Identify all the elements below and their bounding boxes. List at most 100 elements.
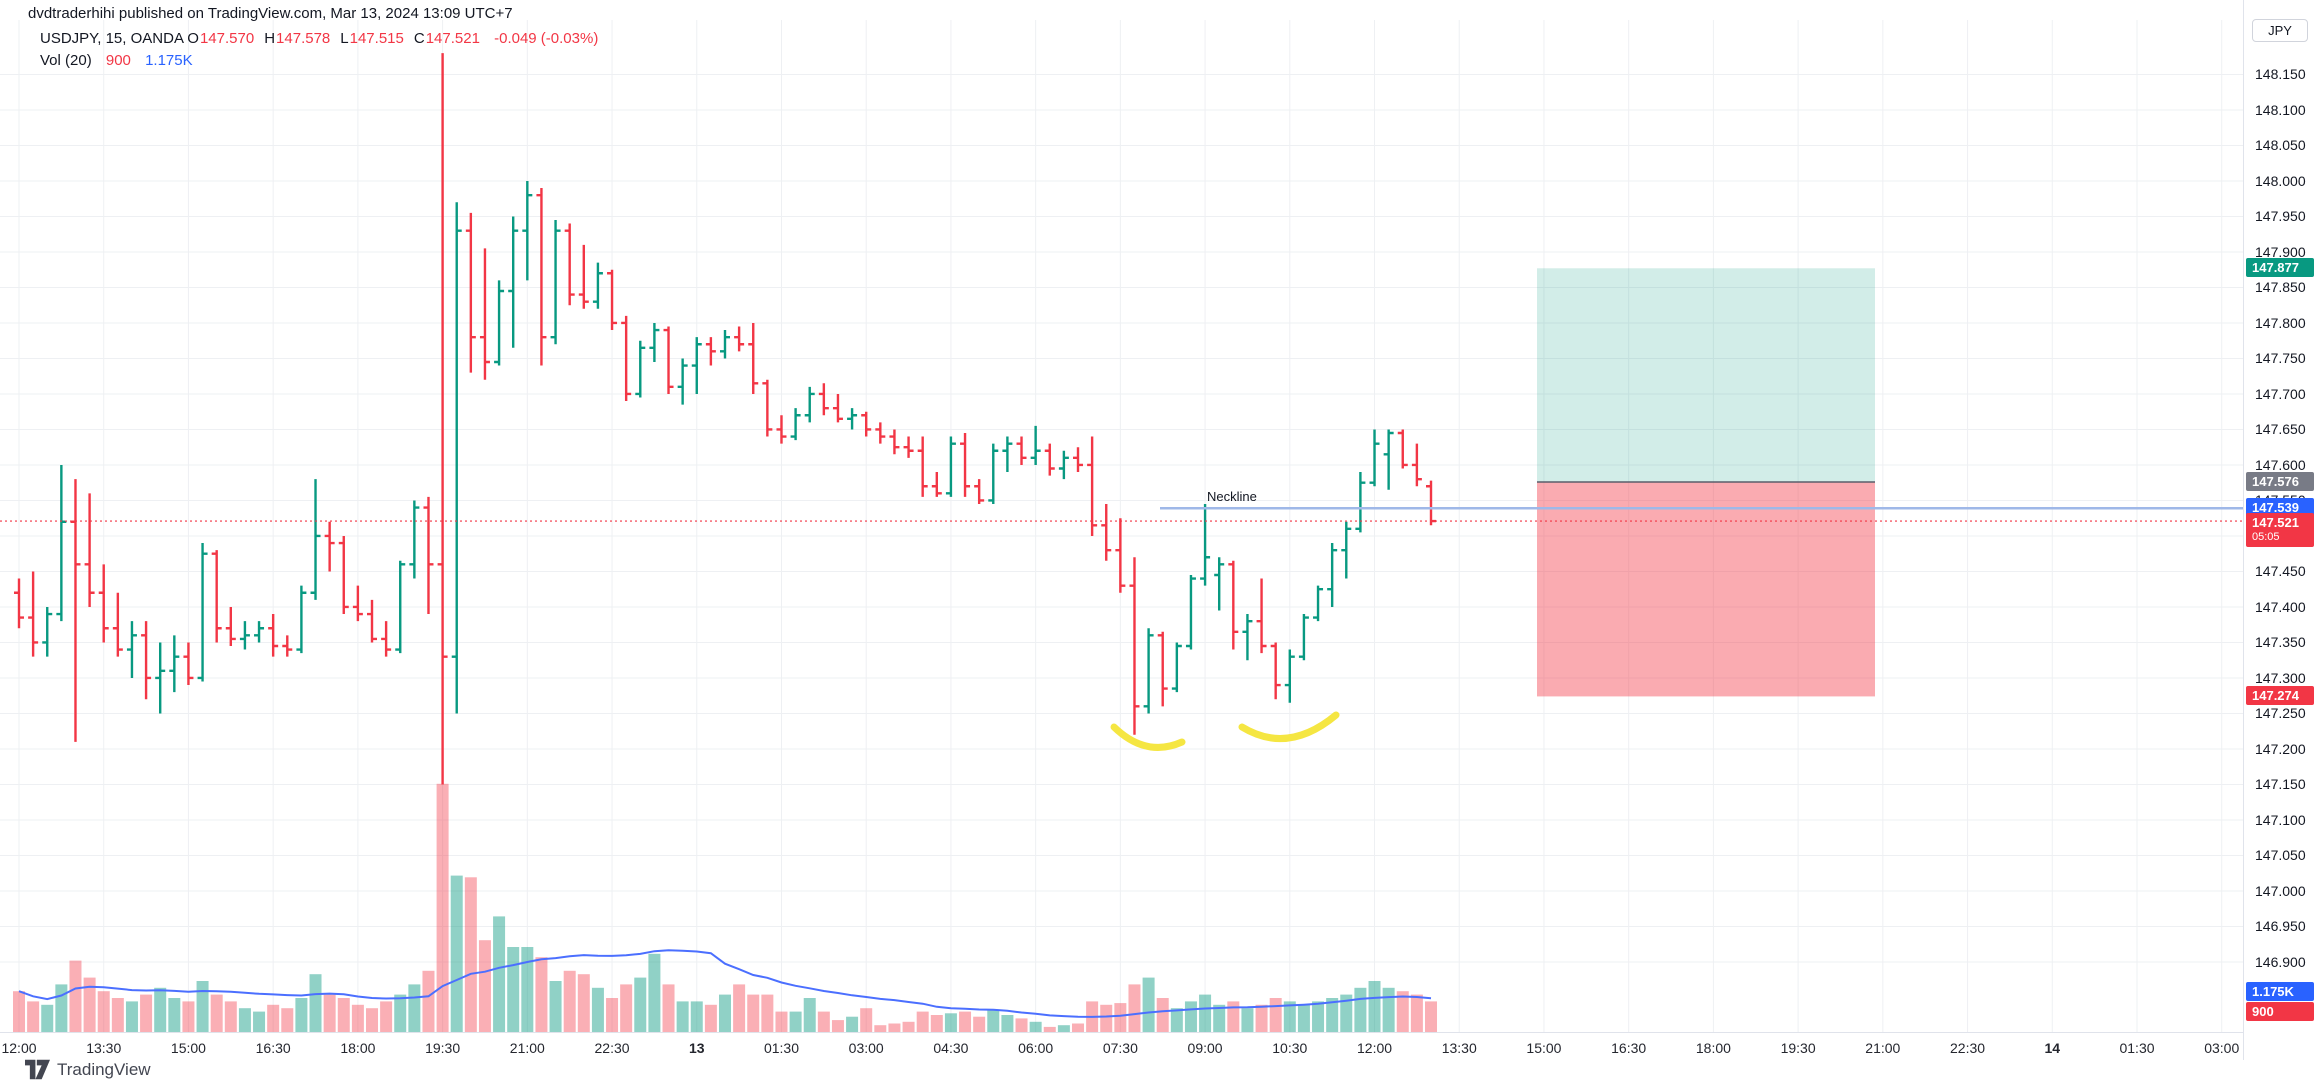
tradingview-logo[interactable]: TradingView — [25, 1059, 151, 1080]
volume-bar — [704, 1004, 717, 1032]
volume-bar — [69, 960, 82, 1032]
volume-bar — [1072, 1023, 1084, 1032]
time-tick-label-date: 14 — [2044, 1040, 2061, 1056]
price-axis[interactable]: JPY 148.150 148.100 148.050 148.000 147.950 1… — [2243, 0, 2315, 1060]
volume-bar — [464, 877, 477, 1032]
volume-bar — [1057, 1025, 1070, 1032]
ohlc-bar — [14, 578, 24, 629]
price-tick-label: 146.900 — [2255, 953, 2306, 970]
double-bottom-arc[interactable] — [1238, 711, 1340, 742]
time-tick-label: 18:00 — [1695, 1040, 1731, 1056]
currency-toggle-button[interactable]: JPY — [2252, 19, 2308, 42]
volume-bar — [450, 875, 463, 1032]
volume-bar — [1396, 991, 1409, 1032]
ohlc-bar — [268, 614, 279, 657]
volume-bar — [1114, 1003, 1127, 1032]
price-tick-label: 148.150 — [2255, 66, 2306, 83]
ohlc-bar — [607, 269, 618, 331]
position-tool-profit-zone[interactable] — [1537, 268, 1875, 482]
ohlc-bar — [381, 621, 392, 657]
ohlc-l: L147.515 — [340, 30, 404, 47]
ohlc-bar — [84, 493, 95, 607]
volume-bar — [351, 1004, 364, 1032]
ohlc-bar — [239, 621, 250, 650]
volume-bar — [408, 984, 421, 1032]
time-tick-label: 19:30 — [1780, 1040, 1816, 1056]
ohlc-bar — [522, 180, 533, 281]
price-tick-label: 147.650 — [2255, 421, 2306, 438]
volume-bar — [1001, 1015, 1014, 1032]
ohlc-bar — [578, 244, 589, 309]
time-axis[interactable]: 12:00 13:30 15:00 16:30 18:00 19:30 21:00 22:30… — [0, 1032, 2243, 1061]
ohlc-bar — [1200, 504, 1211, 586]
volume-bar — [1213, 1004, 1226, 1032]
ohlc-o: O147.570 — [187, 30, 255, 47]
time-tick-label: 16:30 — [1611, 1040, 1647, 1056]
price-tick-label: 147.600 — [2255, 456, 2306, 473]
ohlc-bar — [494, 280, 505, 366]
volume-bar — [761, 994, 774, 1032]
price-tick-label: 147.850 — [2255, 279, 2306, 296]
ohlc-bar — [663, 326, 674, 394]
volume-bar — [422, 970, 435, 1032]
ohlc-bar — [367, 599, 377, 643]
ohlc-bar — [649, 322, 660, 363]
volume-bar — [267, 1004, 280, 1032]
ohlc-bar — [734, 326, 745, 352]
ohlc-bar — [1115, 518, 1126, 593]
volume-bar — [154, 987, 167, 1032]
time-tick-label: 10:30 — [1272, 1040, 1308, 1056]
volume-bar — [309, 974, 322, 1032]
price-tick-label: 147.900 — [2255, 243, 2306, 260]
ohlc-bar — [28, 571, 39, 657]
time-tick-label: 01:30 — [2119, 1040, 2155, 1056]
neckline-annotation-label[interactable]: Neckline — [1207, 489, 1257, 504]
ohlc-bar — [1044, 443, 1055, 476]
ohlc-bar — [1369, 429, 1380, 487]
volume-bar — [775, 1011, 788, 1032]
volume-bar — [27, 1001, 40, 1032]
ohlc-bar — [479, 248, 490, 380]
volume-bar — [973, 1016, 986, 1032]
position-tool-loss-zone[interactable] — [1537, 482, 1875, 697]
ohlc-bar — [126, 621, 137, 678]
ohlc-bar — [1058, 450, 1069, 480]
ohlc-bar — [861, 411, 872, 437]
ohlc-bar — [508, 216, 519, 348]
price-change: -0.049 (-0.03%) — [494, 30, 599, 47]
volume-bar — [1297, 1004, 1310, 1032]
ohlc-bar — [945, 436, 956, 497]
volume-bar — [238, 1008, 251, 1032]
ohlc-bar — [1171, 642, 1182, 693]
volume-legend[interactable]: Vol (20) 900 1.175K — [40, 52, 193, 69]
volume-bar — [634, 977, 647, 1032]
ohlc-c: C147.521 — [413, 30, 480, 47]
ohlc-bar — [1016, 436, 1027, 465]
volume-bar — [577, 974, 590, 1032]
price-tick-label: 147.050 — [2255, 847, 2306, 864]
ohlc-bar — [254, 621, 265, 643]
symbol-legend[interactable]: USDJPY, 15, OANDA O147.570 H147.578 L147.5… — [40, 30, 608, 47]
time-tick-label: 03:00 — [2204, 1040, 2240, 1056]
double-bottom-arc[interactable] — [1110, 723, 1186, 751]
tradingview-logo-icon — [25, 1059, 50, 1080]
ohlc-bar — [1341, 521, 1352, 579]
volume-bar — [83, 977, 96, 1032]
ohlc-bar — [1101, 504, 1112, 561]
ohlc-bar — [310, 479, 321, 600]
volume-bar — [789, 1011, 802, 1032]
ohlc-bar — [790, 408, 801, 441]
ohlc-bar — [762, 379, 773, 437]
time-tick-label-date: 13 — [688, 1040, 705, 1056]
volume-bar — [196, 981, 209, 1032]
volume-bar — [606, 998, 619, 1032]
ohlc-bar — [225, 606, 236, 647]
ohlc-bar — [1270, 642, 1281, 700]
volume-bar — [1283, 1001, 1296, 1032]
time-tick-label: 18:00 — [340, 1040, 376, 1056]
volume-bar — [902, 1021, 915, 1032]
ohlc-bar — [395, 560, 406, 654]
time-tick-label: 03:00 — [848, 1040, 884, 1056]
ohlc-bar — [592, 262, 603, 309]
